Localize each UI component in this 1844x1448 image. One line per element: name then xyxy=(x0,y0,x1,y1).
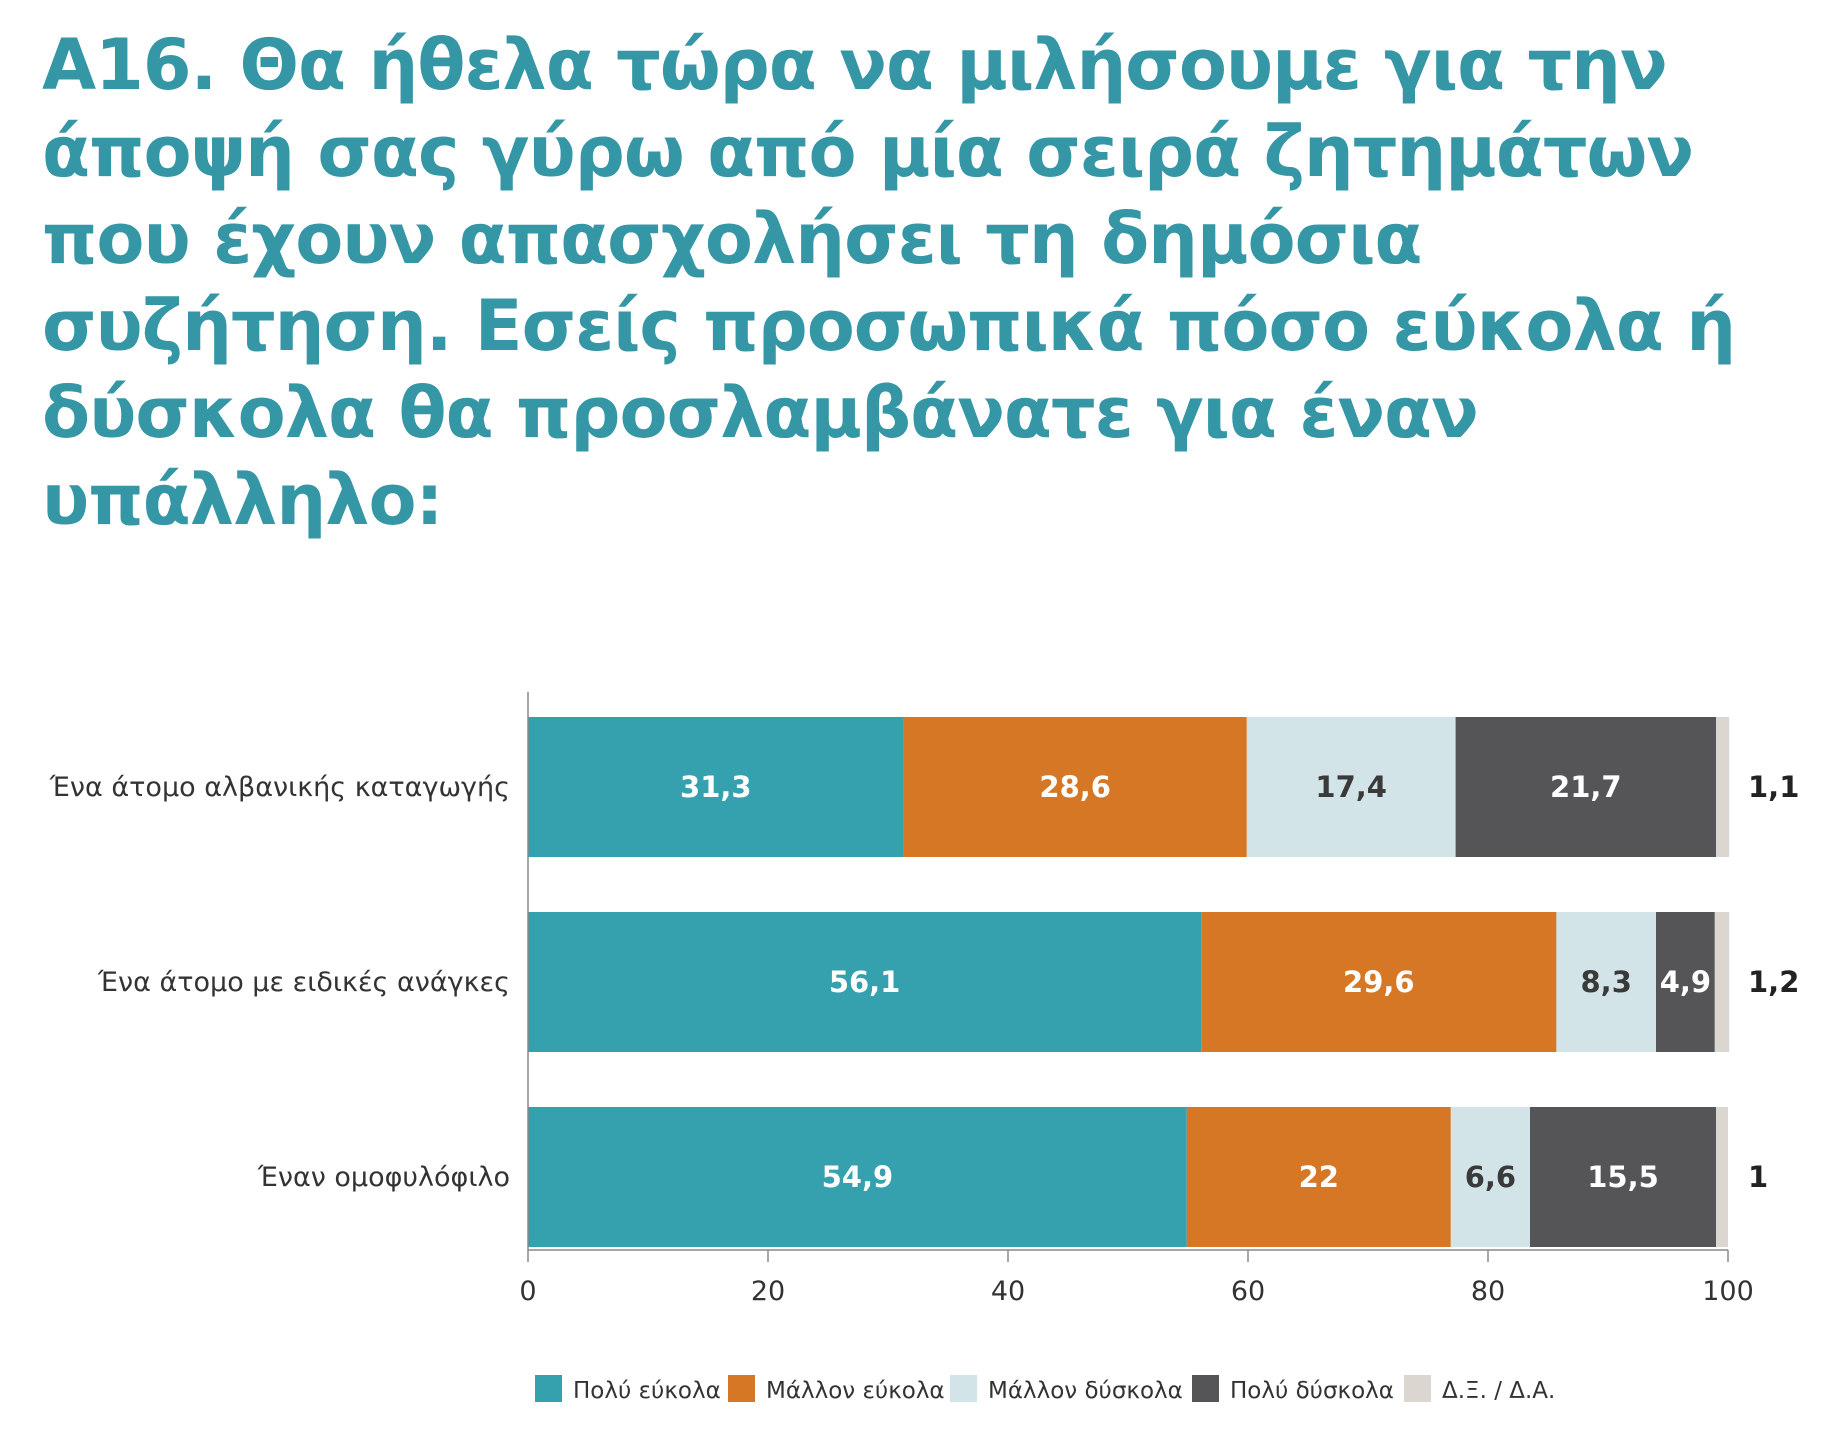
bar-segment xyxy=(528,912,1202,1052)
legend-entry: Πολύ δύσκολα xyxy=(1230,1378,1394,1404)
legend-entry: Μάλλον εύκολα xyxy=(766,1378,945,1404)
bar-segment xyxy=(1455,717,1716,857)
category-label: Ένα άτομο με ειδικές ανάγκες xyxy=(97,967,510,998)
data-label: 4,9 xyxy=(1660,965,1711,999)
data-label: 17,4 xyxy=(1315,770,1387,804)
data-label: 29,6 xyxy=(1343,965,1415,999)
bar-segment xyxy=(1450,1107,1530,1247)
chart-title: Α16. Θα ήθελα τώρα να μιλήσουμε για την … xyxy=(42,24,1736,541)
bar-segment xyxy=(1186,1107,1451,1247)
bar-segment xyxy=(1716,717,1730,857)
x-tick-label: 20 xyxy=(751,1276,785,1307)
data-label: 6,6 xyxy=(1465,1160,1516,1194)
bar-segment xyxy=(1530,1107,1716,1247)
x-tick-label: 60 xyxy=(1231,1276,1265,1307)
legend-entry: Δ.Ξ. / Δ.Α. xyxy=(1442,1378,1555,1404)
legend-entry: Πολύ εύκολα xyxy=(573,1378,721,1404)
data-label: 31,3 xyxy=(680,770,752,804)
x-tick-label: 100 xyxy=(1702,1276,1754,1307)
bar-segment xyxy=(528,1107,1187,1247)
bar-segment xyxy=(1556,912,1656,1052)
data-label: 1 xyxy=(1748,1160,1768,1194)
data-label: 22 xyxy=(1299,1160,1339,1194)
legend-entry: Μάλλον δύσκολα xyxy=(988,1378,1183,1404)
data-label: 56,1 xyxy=(829,965,901,999)
bar-segment xyxy=(1246,717,1456,857)
data-label: 1,2 xyxy=(1748,965,1799,999)
category-label: Έναν ομοφυλόφιλο xyxy=(257,1162,510,1193)
legend-swatch xyxy=(728,1375,755,1402)
bar-segment xyxy=(903,717,1247,857)
bar-segment xyxy=(1656,912,1715,1052)
x-tick-label: 0 xyxy=(519,1276,536,1307)
bar-segment xyxy=(528,717,904,857)
data-label: 54,9 xyxy=(822,1160,894,1194)
data-label: 1,1 xyxy=(1748,770,1799,804)
legend-swatch xyxy=(950,1375,977,1402)
data-label: 15,5 xyxy=(1587,1160,1659,1194)
data-label: 21,7 xyxy=(1550,770,1622,804)
x-tick-label: 80 xyxy=(1471,1276,1505,1307)
x-tick-label: 40 xyxy=(991,1276,1025,1307)
data-label: 8,3 xyxy=(1581,965,1632,999)
data-label: 28,6 xyxy=(1039,770,1111,804)
legend-swatch xyxy=(535,1375,562,1402)
bar-segment xyxy=(1714,912,1730,1052)
category-label: Ένα άτομο αλβανικής καταγωγής xyxy=(49,772,510,803)
legend-swatch xyxy=(1192,1375,1219,1402)
bar-segment xyxy=(1716,1107,1728,1247)
legend-swatch xyxy=(1404,1375,1431,1402)
bar-segment xyxy=(1201,912,1557,1052)
